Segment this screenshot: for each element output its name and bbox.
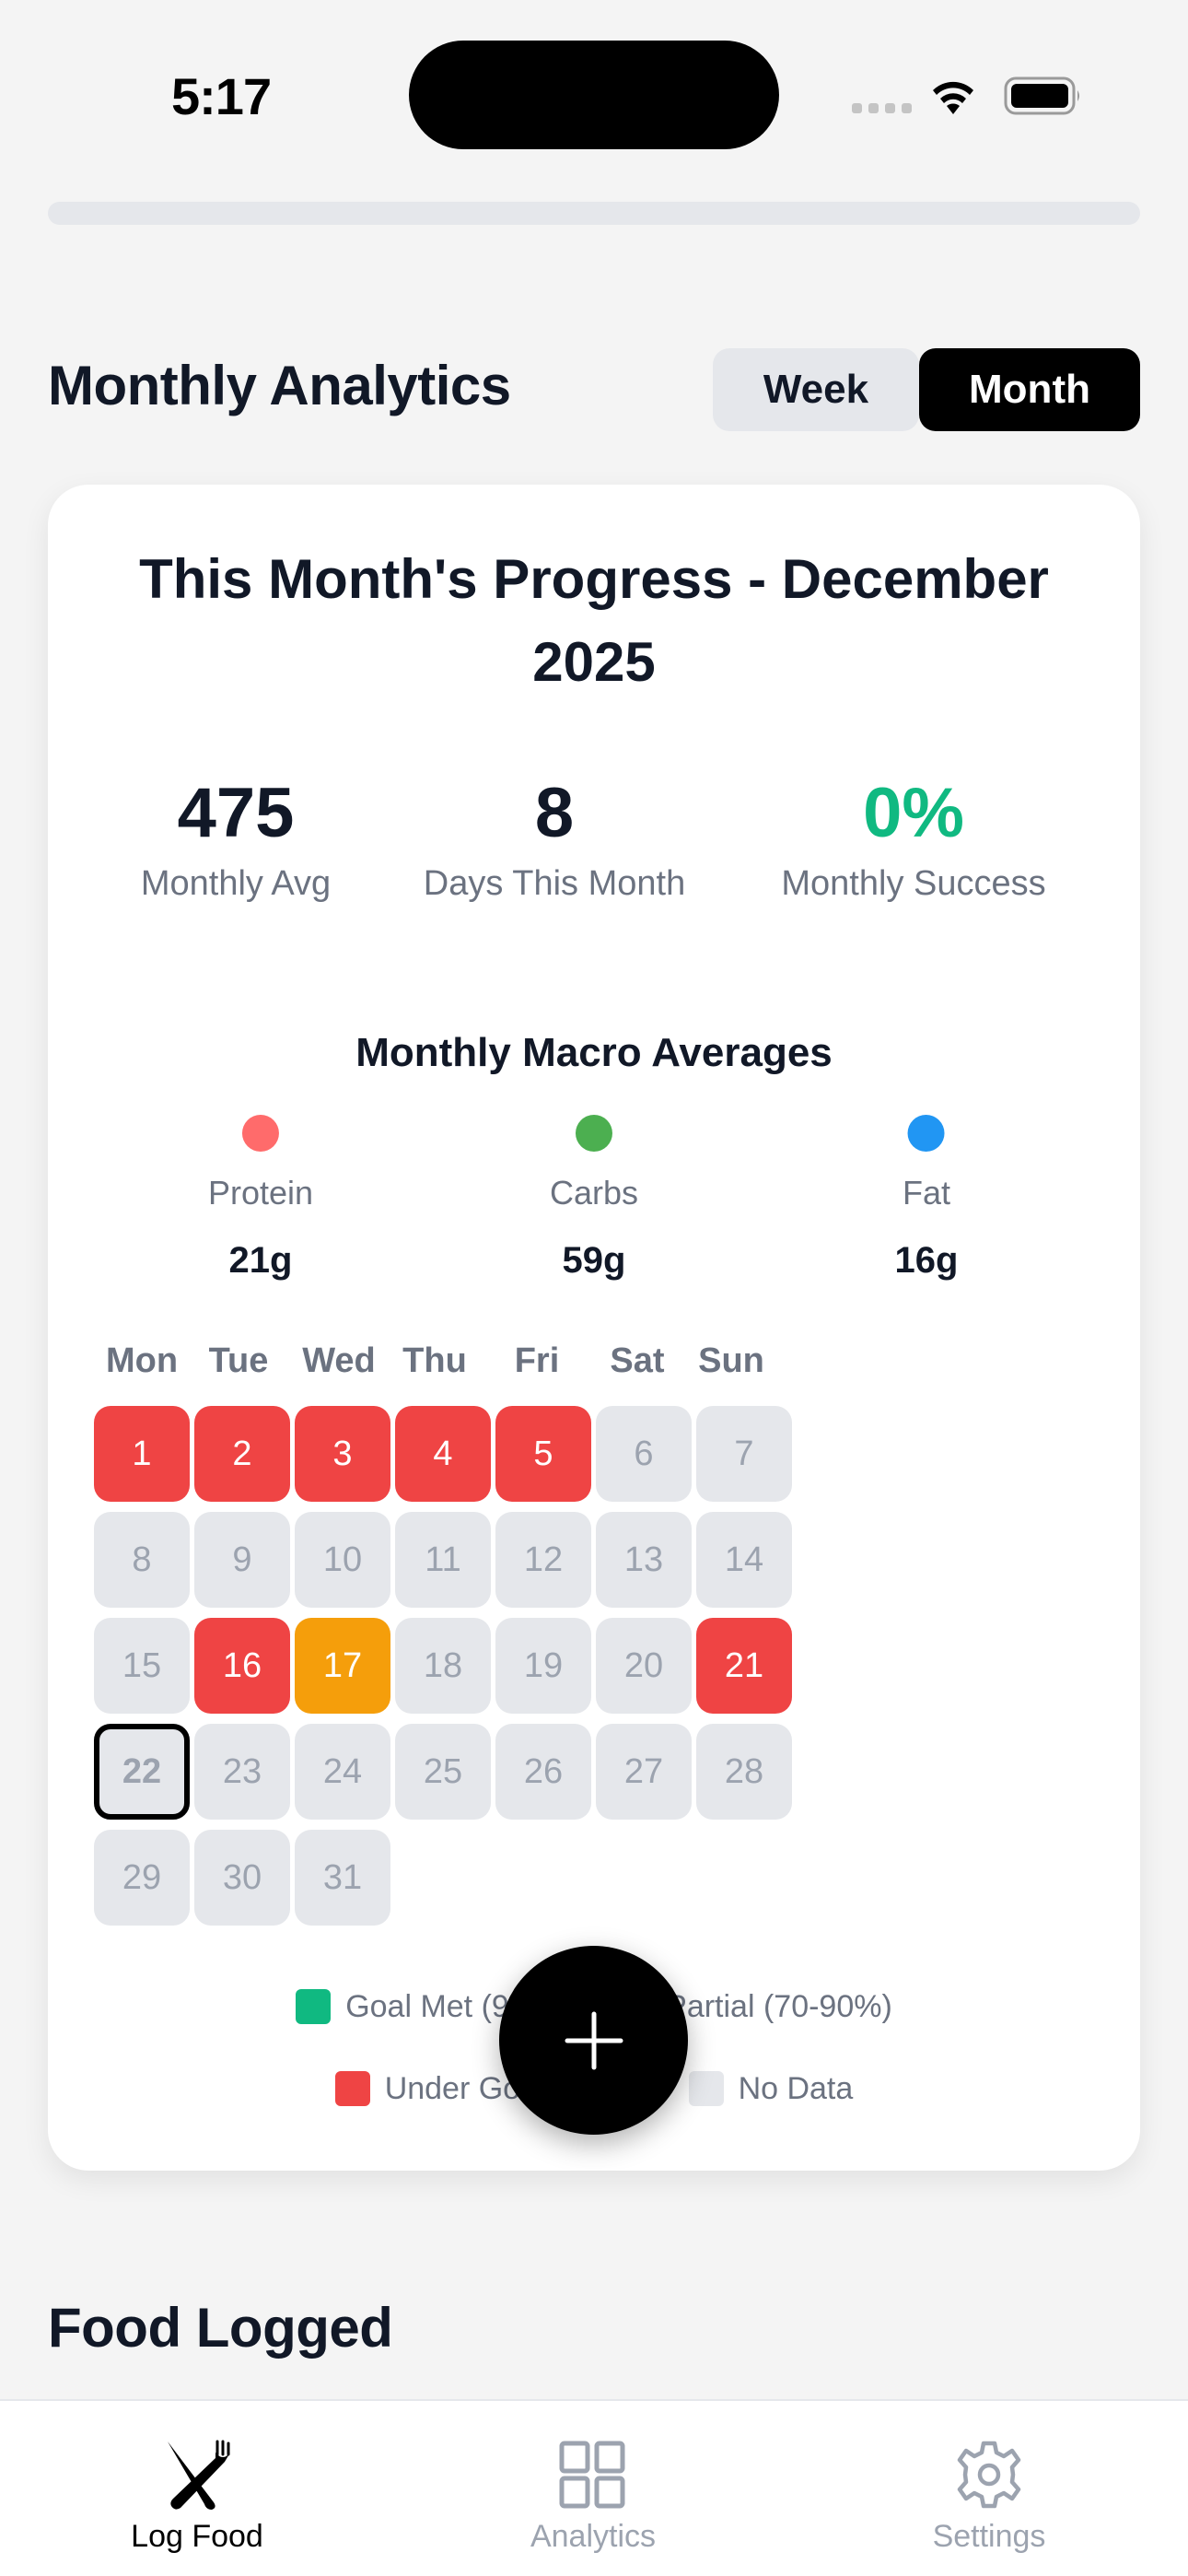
calendar-day-11[interactable]: 11 [395,1512,491,1608]
under-goal-swatch-icon [334,2071,370,2106]
battery-icon [1004,76,1079,115]
bottom-tab-bar: Log Food Analytics Settings [0,2399,1188,2576]
week-toggle-button[interactable]: Week [713,348,919,431]
macro-label: Carbs [549,1174,639,1212]
calendar-day-25[interactable]: 25 [395,1724,491,1820]
signal-icon [852,103,912,113]
stat-value: 475 [177,774,295,852]
calendar-day-9[interactable]: 9 [194,1512,290,1608]
tab-label: Settings [932,2519,1046,2554]
calendar-day-28[interactable]: 28 [696,1724,792,1820]
calendar-day-20[interactable]: 20 [596,1618,692,1714]
legend-no-data: No Data [688,2070,854,2107]
calendar-day-13[interactable]: 13 [596,1512,692,1608]
weekday-label: Sun [698,1341,764,1380]
weekday-label: Wed [302,1341,376,1380]
tab-label: Analytics [530,2519,657,2554]
calendar-day-3[interactable]: 3 [295,1406,390,1502]
stat-label: Monthly Success [781,864,1046,903]
card-title: This Month's Progress - December 2025 [139,548,1049,693]
no-data-swatch-icon [688,2071,724,2106]
calendar-day-21[interactable]: 21 [696,1618,792,1714]
page-title: Monthly Analytics [48,355,511,416]
tab-analytics[interactable]: Analytics [455,2401,731,2576]
carbs-dot-icon [576,1115,612,1152]
protein-dot-icon [241,1115,279,1152]
stat-monthly-avg: 475 Monthly Avg [141,772,331,904]
calendar-day-15[interactable]: 15 [94,1618,190,1714]
calendar-day-6[interactable]: 6 [596,1406,692,1502]
weekday-label: Thu [402,1341,467,1380]
grid-icon [556,2438,630,2512]
legend-label: No Data [738,2070,854,2106]
stat-label: Monthly Avg [140,864,332,903]
stat-value: 0% [863,774,964,852]
scroll-indicator-bar [48,202,1140,225]
calendar-day-30[interactable]: 30 [194,1830,290,1926]
legend-label: Partial (70-90%) [666,1988,892,2024]
goal-met-swatch-icon [296,1989,332,2024]
plus-icon [565,2011,623,2069]
weekday-label: Sat [610,1341,665,1380]
calendar-day-7[interactable]: 7 [696,1406,792,1502]
calendar-day-17[interactable]: 17 [295,1618,390,1714]
fat-dot-icon [908,1115,945,1152]
calendar-day-31[interactable]: 31 [295,1830,390,1926]
stat-value: 8 [534,774,575,852]
calendar-day-10[interactable]: 10 [295,1512,390,1608]
calendar-day-5[interactable]: 5 [495,1406,591,1502]
calendar-day-27[interactable]: 27 [596,1724,692,1820]
food-logged-title: Food Logged [48,2297,393,2359]
calendar-day-23[interactable]: 23 [194,1724,290,1820]
tab-label: Log Food [131,2519,263,2554]
calendar-day-12[interactable]: 12 [495,1512,591,1608]
macro-fat: Fat 16g [894,1115,959,1282]
calendar-day-1[interactable]: 1 [94,1406,190,1502]
dynamic-island [409,41,779,149]
status-time: 5:17 [171,67,272,125]
calendar-day-14[interactable]: 14 [696,1512,792,1608]
gear-icon [952,2438,1026,2512]
calendar-day-29[interactable]: 29 [94,1830,190,1926]
calendar-day-22[interactable]: 22 [94,1724,190,1820]
period-toggle: Week Month [713,348,1140,431]
macro-protein: Protein 21g [208,1115,313,1282]
calendar-day-18[interactable]: 18 [395,1618,491,1714]
calendar-day-19[interactable]: 19 [495,1618,591,1714]
macro-value: 59g [562,1240,626,1281]
weekday-label: Fri [514,1341,560,1380]
macro-carbs: Carbs 59g [550,1115,638,1282]
stat-monthly-success: 0% Monthly Success [781,772,1045,904]
calendar-day-8[interactable]: 8 [94,1512,190,1608]
calendar-day-24[interactable]: 24 [295,1724,390,1820]
monthly-progress-card: This Month's Progress - December 2025 47… [48,485,1140,2171]
macro-section-title: Monthly Macro Averages [355,1030,833,1075]
tab-settings[interactable]: Settings [851,2401,1127,2576]
wifi-icon [933,81,973,114]
status-bar: 5:17 [0,0,1188,184]
month-toggle-button[interactable]: Month [919,348,1140,431]
weekday-label: Mon [105,1341,179,1380]
weekday-header: Mon Tue Wed Thu Fri Sat Sun [94,1341,794,1388]
tab-log-food[interactable]: Log Food [59,2401,335,2576]
calendar-day-2[interactable]: 2 [194,1406,290,1502]
macro-label: Protein [207,1174,314,1212]
calendar-grid: 1 2 3 4 5 6 7 8 9 10 11 12 13 14 15 16 17 18 19 20 21 22 23 24 2… [94,1406,794,1926]
add-food-fab-button[interactable] [499,1946,688,2135]
stat-days-this-month: 8 Days This Month [424,772,685,904]
calendar-day-16[interactable]: 16 [194,1618,290,1714]
analytics-header: Monthly Analytics Week Month [48,348,1140,433]
macro-value: 16g [894,1240,959,1281]
calendar-day-4[interactable]: 4 [395,1406,491,1502]
fork-knife-icon [160,2438,234,2512]
stat-label: Days This Month [423,864,686,903]
macro-value: 21g [228,1240,293,1281]
weekday-label: Tue [208,1341,269,1380]
stats-row: 475 Monthly Avg 8 Days This Month 0% Mon… [48,772,1140,929]
macro-label: Fat [902,1174,950,1212]
calendar-day-26[interactable]: 26 [495,1724,591,1820]
